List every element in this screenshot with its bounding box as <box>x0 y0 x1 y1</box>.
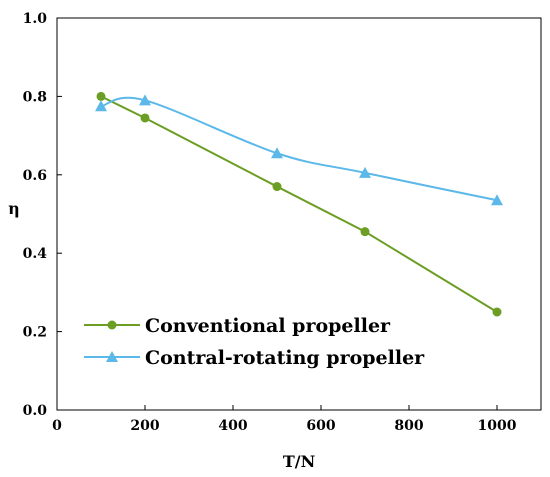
data-point-0 <box>140 113 150 123</box>
series-line-1 <box>100 96 498 202</box>
y-axis-title: η <box>8 199 20 218</box>
data-point-0 <box>360 227 370 237</box>
series-line-0 <box>100 95 498 313</box>
x-tick-label: 0 <box>52 418 62 434</box>
y-tick-label: 0.8 <box>23 89 47 105</box>
data-point-0 <box>492 307 502 317</box>
plot-frame <box>56 17 542 411</box>
legend-marker-contral <box>106 351 118 362</box>
y-tick-label: 0.2 <box>23 325 47 341</box>
series-layer <box>95 91 503 317</box>
y-tick-label: 0.6 <box>23 168 47 184</box>
legend-marker-conventional <box>107 320 117 330</box>
data-point-0 <box>272 182 282 192</box>
x-tick-label: 1000 <box>478 418 517 434</box>
data-point-1 <box>271 147 283 159</box>
x-tick-label: 800 <box>394 418 423 434</box>
y-tick-label: 0.0 <box>23 403 48 419</box>
x-tick-label: 600 <box>306 418 335 434</box>
data-point-1 <box>139 94 151 106</box>
x-tick-label: 200 <box>130 418 159 434</box>
y-tick-label: 0.4 <box>23 246 48 262</box>
x-axis-ticks: 0 200 400 600 800 1000 <box>52 405 517 434</box>
legend: Conventional propeller Contral-rotating … <box>84 315 425 369</box>
data-point-0 <box>96 91 106 101</box>
x-axis-title: T/N <box>283 452 315 471</box>
data-point-1 <box>359 166 371 178</box>
x-tick-label: 400 <box>218 418 247 434</box>
y-axis-ticks: 0.0 0.2 0.4 0.6 0.8 1.0 <box>23 11 62 419</box>
legend-label-conventional: Conventional propeller <box>145 315 391 337</box>
legend-label-contral: Contral-rotating propeller <box>145 347 425 369</box>
data-point-1 <box>491 194 503 206</box>
data-point-1 <box>95 100 107 112</box>
y-tick-label: 1.0 <box>23 11 48 27</box>
